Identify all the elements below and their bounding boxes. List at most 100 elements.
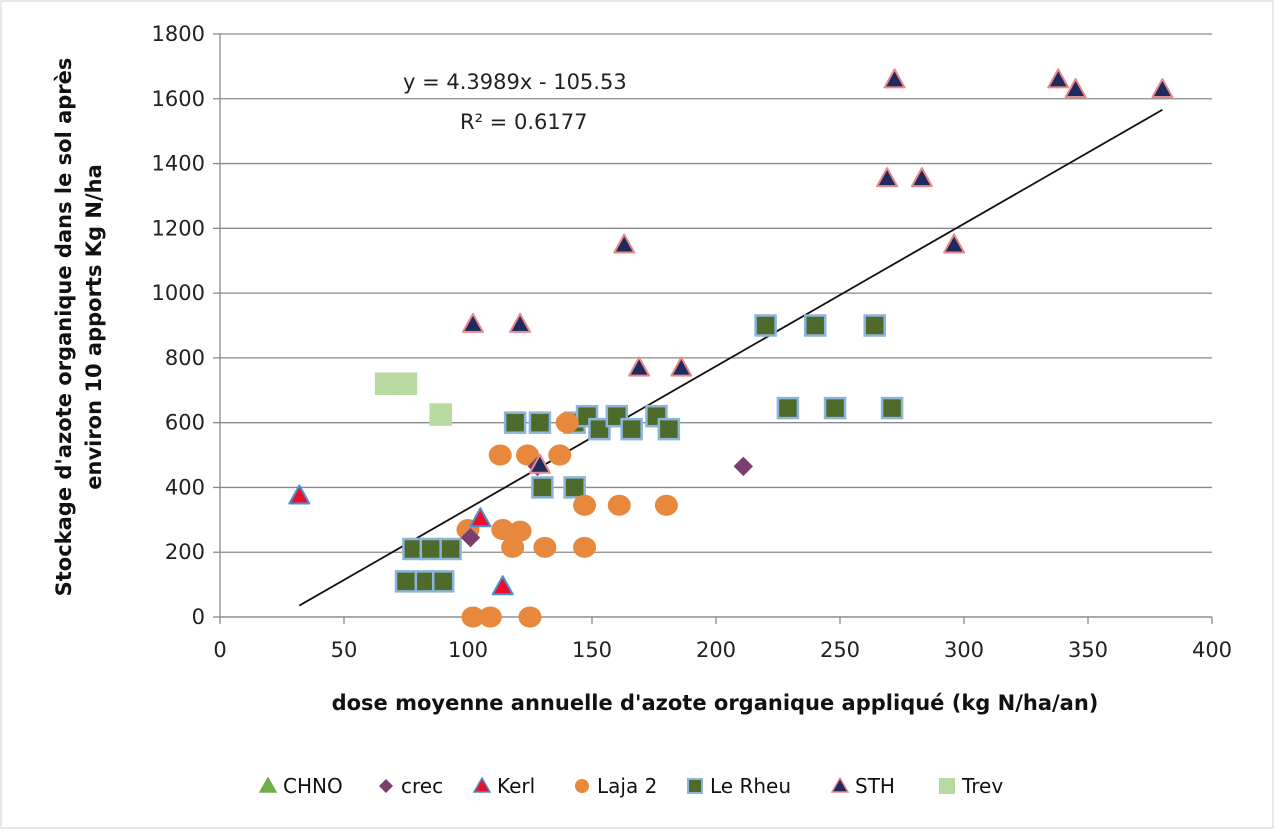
legend-item-kerl: Kerl	[472, 774, 535, 798]
data-point-kerl	[469, 507, 492, 528]
x-tick-label: 400	[1192, 638, 1232, 662]
data-point-kerl	[288, 484, 311, 505]
x-tick-label: 150	[572, 638, 612, 662]
legend-item-le-rheu: Le Rheu	[687, 774, 791, 798]
data-point-sth	[943, 233, 966, 254]
data-point-le-rheu	[657, 417, 681, 441]
legend-marker-crec	[379, 779, 393, 793]
legend-label-le-rheu: Le Rheu	[710, 774, 791, 798]
legend-marker-chno	[258, 776, 278, 793]
y-tick-label: 200	[165, 540, 205, 564]
data-point-laja-2	[508, 520, 532, 542]
y-tick-label: 1600	[152, 87, 205, 111]
data-point-laja-2	[533, 536, 557, 558]
data-point-sth	[910, 167, 933, 188]
data-point-sth	[1047, 68, 1070, 89]
data-point-le-rheu	[754, 314, 777, 337]
data-point-le-rheu	[531, 476, 554, 499]
data-point-crec	[460, 527, 481, 548]
x-tick-label: 0	[213, 638, 226, 662]
data-point-le-rheu	[394, 570, 418, 593]
trendline-equation: y = 4.3989x - 105.53	[403, 70, 627, 94]
data-point-le-rheu	[880, 396, 904, 420]
legend-label-kerl: Kerl	[497, 774, 535, 798]
legend-marker-sth	[830, 776, 850, 793]
data-point-le-rheu	[776, 396, 800, 420]
data-point-laja-2	[478, 606, 502, 628]
data-point-sth	[528, 453, 551, 474]
data-point-le-rheu	[620, 417, 643, 441]
legend-label-sth: STH	[855, 774, 895, 798]
data-point-laja-2	[573, 536, 597, 558]
y-tick-label: 1400	[152, 152, 205, 176]
trendline-group	[298, 108, 1163, 607]
data-point-le-rheu	[863, 314, 886, 337]
legend-label-laja-2: Laja 2	[597, 774, 657, 798]
data-point-sth	[461, 312, 484, 333]
x-tick-label: 300	[944, 638, 984, 662]
data-point-sth	[883, 68, 906, 89]
y-tick-label: 600	[165, 411, 205, 435]
data-point-le-rheu	[431, 570, 455, 593]
x-tick-label: 250	[820, 638, 860, 662]
x-tick-label: 50	[331, 638, 358, 662]
legend-item-sth: STH	[830, 774, 895, 798]
data-point-laja-2	[555, 412, 579, 434]
data-point-laja-2	[607, 494, 631, 516]
x-axis-title: dose moyenne annuelle d'azote organique …	[332, 691, 1099, 715]
data-point-le-rheu	[588, 417, 611, 441]
legend-item-trev: Trev	[939, 774, 1003, 798]
y-axis-title-line2: environ 10 apports Kg N/ha	[82, 164, 106, 490]
data-point-le-rheu	[439, 537, 462, 561]
data-point-sth	[628, 356, 651, 377]
data-point-le-rheu	[823, 396, 847, 420]
data-point-le-rheu	[419, 537, 443, 561]
y-tick-label: 1200	[152, 216, 205, 240]
x-tick-label: 200	[696, 638, 736, 662]
x-tick-label: 100	[448, 638, 488, 662]
data-point-crec	[733, 456, 753, 477]
legend-marker-kerl	[472, 776, 492, 793]
x-tick-label: 350	[1068, 638, 1108, 662]
data-point-sth	[1064, 78, 1087, 99]
y-tick-label: 1000	[152, 281, 205, 305]
trendline-r2: R² = 0.6177	[460, 110, 587, 134]
data-point-kerl	[491, 575, 514, 596]
data-point-laja-2	[518, 606, 542, 628]
data-point-laja-2	[573, 494, 597, 516]
y-tick-label: 800	[165, 346, 205, 370]
y-axis-title-line1: Stockage d'azote organique dans le sol a…	[52, 58, 76, 597]
data-point-trev	[429, 403, 452, 426]
data-points	[288, 68, 1174, 628]
legend-item-chno: CHNO	[258, 774, 343, 798]
data-point-laja-2	[516, 444, 540, 466]
data-point-trev	[394, 372, 418, 396]
data-point-laja-2	[488, 444, 512, 466]
y-tick-label: 400	[165, 475, 205, 499]
data-point-laja-2	[548, 444, 572, 466]
data-point-le-rheu	[503, 411, 527, 434]
legend-item-laja-2: Laja 2	[575, 774, 657, 798]
legend-marker-laja-2	[575, 779, 589, 793]
data-point-sth	[613, 233, 636, 254]
legend-label-trev: Trev	[961, 774, 1003, 798]
data-point-sth	[1151, 78, 1174, 99]
data-point-le-rheu	[528, 411, 552, 434]
y-tick-label: 1800	[152, 22, 205, 46]
axes: 0 200 400 600 800 1000 1200 1400 1600 1800 0 50 100 1…	[152, 22, 1233, 662]
data-point-trev	[374, 372, 398, 396]
data-point-laja-2	[654, 494, 678, 516]
data-point-sth	[876, 167, 899, 188]
legend-marker-trev	[939, 778, 955, 794]
legend-label-crec: crec	[401, 774, 443, 798]
legend-marker-le-rheu	[687, 778, 703, 794]
data-point-le-rheu	[563, 476, 586, 499]
legend-item-crec: crec	[379, 774, 443, 798]
legend: CHNO crec Kerl Laja 2 Le Rheu STH Trev	[258, 774, 1003, 798]
legend-label-chno: CHNO	[283, 774, 343, 798]
data-point-sth	[509, 312, 532, 333]
data-point-sth	[670, 356, 693, 377]
